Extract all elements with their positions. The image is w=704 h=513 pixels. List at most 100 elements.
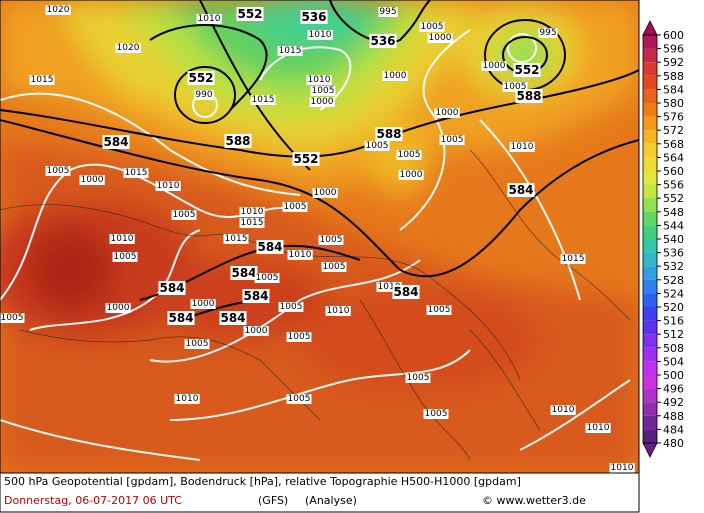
colorbar-bottom (642, 442, 658, 458)
colorbar-band (643, 130, 657, 144)
colorbar: 6005965925885845805765725685645605565525… (642, 20, 684, 458)
contour-label-bg (278, 302, 304, 312)
colorbar-band (643, 402, 657, 416)
colorbar-band (643, 334, 657, 348)
contour-label: 995 (379, 7, 396, 17)
colorbar-label: 528 (663, 274, 684, 287)
contour-label-bg (426, 305, 452, 315)
contour-label-bg (292, 152, 320, 166)
contour-label: 1010 (198, 14, 221, 24)
contour-label: 1010 (241, 207, 264, 217)
colorbar-band (643, 320, 657, 335)
colorbar-label: 588 (663, 70, 684, 83)
contour-label-bg (123, 168, 149, 178)
contour-label-bg (318, 235, 344, 245)
contour-label-bg (282, 202, 308, 212)
contour-label: 584 (220, 311, 245, 325)
colorbar-band (643, 361, 657, 375)
colorbar-top (642, 20, 658, 36)
contour-label-bg (434, 108, 460, 118)
contour-label: 1000 (311, 97, 334, 107)
contour-label: 1020 (47, 5, 70, 15)
colorbar-band (643, 103, 657, 117)
colorbar-label: 592 (663, 56, 684, 69)
colorbar-label: 548 (663, 206, 684, 219)
contour-label-bg (242, 289, 270, 303)
contour-label-bg (312, 188, 338, 198)
contour-label: 1005 (1, 313, 24, 323)
colorbar-label: 540 (663, 233, 684, 246)
contour-label: 1005 (280, 302, 303, 312)
colorbar-label: 536 (663, 247, 684, 260)
contour-label: 990 (195, 90, 212, 100)
contour-label: 1005 (173, 210, 196, 220)
colorbar-label: 544 (663, 219, 684, 232)
contour-label-bg (382, 71, 408, 81)
colorbar-label: 516 (663, 315, 684, 328)
contour-label: 1005 (288, 332, 311, 342)
contour-label-bg (171, 210, 197, 220)
contour-label: 1005 (407, 373, 430, 383)
colorbar-band (643, 388, 657, 403)
contour-label-bg (158, 281, 186, 295)
contour-label: 1010 (511, 142, 534, 152)
contour-label-bg (560, 254, 586, 264)
contour-label-bg (277, 46, 303, 56)
contour-label-bg (369, 34, 397, 48)
colorbar-label: 492 (663, 396, 684, 409)
colorbar-band (643, 429, 657, 443)
contour-label: 1005 (428, 305, 451, 315)
contour-label: 552 (293, 152, 318, 166)
contour-label-bg (481, 61, 507, 71)
contour-label-bg (243, 326, 269, 336)
contour-label: 588 (376, 127, 401, 141)
contour-label-bg (376, 282, 402, 292)
contour-label: 1010 (611, 463, 634, 473)
colorbar-band (643, 375, 657, 389)
contour-label-bg (109, 234, 135, 244)
contour-label: 1000 (429, 33, 452, 43)
contour-label-bg (190, 299, 216, 309)
contour-label: 1005 (441, 135, 464, 145)
footer-credit: © www.wetter3.de (482, 494, 586, 507)
contour-label-bg (236, 7, 264, 21)
contour-label-bg (427, 33, 453, 43)
contour-label-bg (230, 266, 258, 280)
contour-label-bg (184, 339, 210, 349)
colorbar-band (643, 157, 657, 171)
colorbar-label: 564 (663, 151, 684, 164)
contour-label: 1015 (279, 46, 302, 56)
colorbar-label: 500 (663, 369, 684, 382)
colorbar-label: 524 (663, 287, 684, 300)
colorbar-band (643, 347, 657, 362)
contour-label: 584 (243, 289, 268, 303)
contour-label: 584 (103, 135, 128, 149)
contour-label-bg (439, 135, 465, 145)
contour-label: 536 (370, 34, 395, 48)
colorbar-label: 568 (663, 138, 684, 151)
contour-label: 1010 (552, 405, 575, 415)
contour-label-bg (115, 43, 141, 53)
contour-label-bg (102, 135, 130, 149)
contour-label-bg (306, 75, 332, 85)
contour-label-bg (396, 150, 422, 160)
contour-label: 584 (159, 281, 184, 295)
contour-label-bg (196, 14, 222, 24)
contour-label-bg (515, 89, 543, 103)
colorbar-band (643, 62, 657, 76)
colorbar-label: 480 (663, 437, 684, 450)
contour-label: 1010 (176, 394, 199, 404)
contour-label: 552 (514, 63, 539, 77)
colorbar-band (643, 211, 657, 226)
contour-label: 995 (539, 28, 556, 38)
contour-label-bg (378, 7, 398, 17)
contour-label-bg (585, 423, 611, 433)
contour-label-bg (167, 311, 195, 325)
contour-label: 1005 (256, 273, 279, 283)
footer-run: (Analyse) (305, 494, 357, 507)
contour-label: 1005 (504, 82, 527, 92)
contour-label: 1000 (314, 188, 337, 198)
